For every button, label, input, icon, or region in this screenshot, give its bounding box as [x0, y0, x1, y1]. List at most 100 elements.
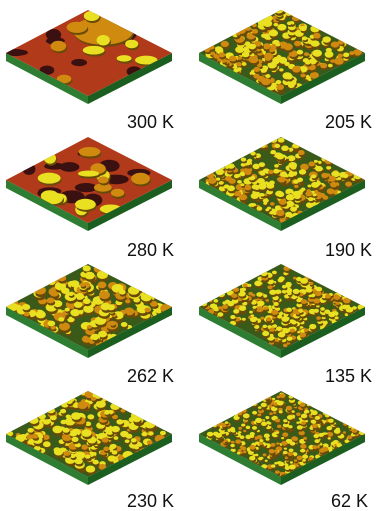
surface-island: [215, 177, 221, 181]
surface-island: [251, 293, 256, 297]
surface-island: [238, 430, 242, 434]
surface-island: [314, 439, 320, 444]
surface-island: [255, 417, 263, 423]
surface-island: [207, 177, 217, 184]
surface-island: [324, 51, 334, 58]
surface-island: [321, 172, 329, 179]
surface-island: [235, 439, 242, 444]
surface-island: [83, 10, 100, 21]
surface-island: [285, 194, 295, 201]
surface-island: [337, 53, 343, 58]
surface-island: [42, 434, 50, 440]
surface-island: [227, 163, 235, 169]
surface-island: [279, 68, 284, 72]
surface-island: [271, 464, 276, 468]
surface-island: [268, 169, 274, 175]
surface-island: [343, 422, 348, 426]
surface-island: [290, 165, 297, 170]
surface-island: [235, 31, 241, 36]
surface-island: [31, 433, 39, 439]
surface-island: [328, 311, 336, 318]
surface-island: [42, 441, 51, 448]
surface-island: [334, 57, 344, 65]
surface-island: [274, 470, 280, 474]
surface-island: [283, 265, 291, 271]
surface-island: [73, 301, 83, 308]
surface-island: [47, 320, 56, 327]
surface-island: [251, 28, 259, 34]
surface-island: [293, 459, 298, 462]
surface-island: [286, 415, 294, 420]
surface-island: [344, 439, 350, 443]
surface-island: [297, 150, 305, 156]
surface-island: [269, 289, 277, 295]
surface-island: [209, 51, 216, 56]
surface-island: [113, 436, 119, 440]
surface-island: [74, 458, 83, 465]
surface-island: [70, 309, 81, 317]
surface-island: [320, 62, 328, 69]
surface-island: [74, 451, 86, 460]
surface-island: [231, 429, 236, 433]
surface-island: [217, 291, 225, 298]
surface-island: [277, 137, 285, 143]
surface-island: [230, 440, 235, 444]
surface-island: [281, 145, 289, 152]
surface-island: [264, 459, 268, 462]
surface-island: [228, 178, 236, 184]
surface-island: [353, 173, 362, 180]
surface-island: [67, 316, 75, 323]
surface-island: [82, 45, 105, 55]
surface-island: [254, 280, 262, 287]
surface-island: [50, 40, 67, 52]
substrate-side-right: [281, 53, 365, 104]
surface-island: [308, 161, 315, 167]
surface-island: [311, 423, 319, 429]
surface-island: [250, 151, 256, 156]
surface-island: [238, 194, 248, 201]
surface-island: [287, 83, 295, 89]
surface-island: [264, 395, 270, 400]
surface-island: [270, 442, 276, 447]
surface-island: [310, 419, 317, 424]
surface-island: [38, 413, 46, 420]
surface-island: [140, 293, 152, 302]
surface-island: [295, 311, 300, 315]
surface-island: [233, 174, 240, 179]
surface-island: [49, 289, 59, 297]
surface-island: [227, 301, 235, 307]
surface-island: [75, 292, 85, 300]
substrate-side-left: [199, 307, 281, 358]
surface-island: [265, 298, 270, 302]
surface-island: [57, 274, 67, 282]
surface-island: [27, 427, 34, 433]
temperature-label: 190 K: [325, 240, 373, 260]
surface-island: [303, 410, 308, 414]
surface-island: [244, 169, 252, 176]
surface-island: [215, 168, 225, 176]
surface-island: [240, 183, 245, 187]
surface-island: [149, 300, 158, 307]
surface-island: [277, 400, 284, 406]
surface-island: [328, 418, 334, 423]
surface-island: [291, 410, 295, 413]
surface-island: [301, 421, 307, 425]
surface-island: [96, 270, 109, 279]
surface-island: [231, 293, 238, 298]
surface-island: [21, 303, 31, 311]
surface-island: [322, 195, 329, 200]
surface-island: [66, 399, 73, 405]
surface-island: [263, 433, 270, 439]
substrate-side-right: [88, 434, 172, 485]
surface-island: [233, 68, 240, 73]
surface-island: [261, 421, 267, 426]
surface-island: [300, 73, 306, 78]
surface-island: [284, 174, 289, 178]
surface-island: [238, 305, 247, 311]
surface-island: [287, 291, 292, 296]
surface-island: [300, 448, 306, 453]
surface-island: [82, 298, 91, 305]
stm-panel-300k: 300 K: [0, 0, 193, 131]
surface-island: [218, 52, 226, 58]
surface-island: [337, 177, 342, 181]
